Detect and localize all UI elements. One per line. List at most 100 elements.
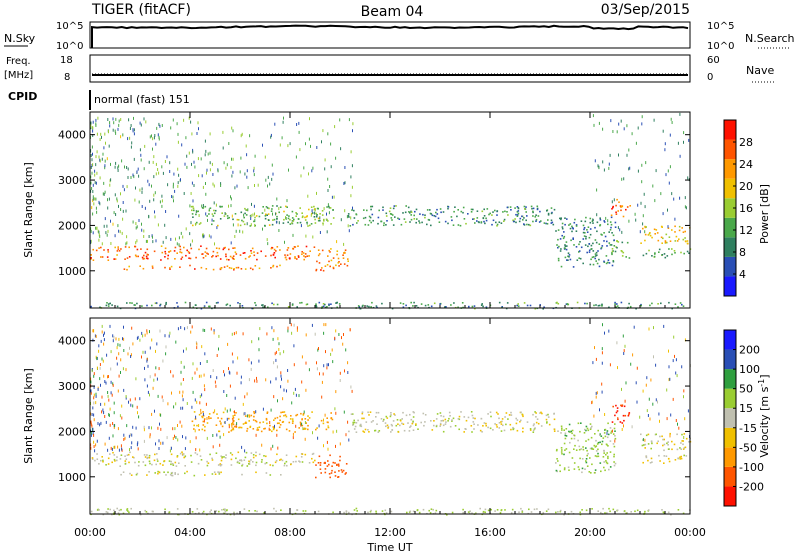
cpid-label: CPID [8,90,37,103]
power-colorbar-tick: 4 [739,268,746,281]
echo-region [315,248,349,272]
velocity-colorbar-tick: -200 [739,480,764,493]
freq-label: Freq. [6,56,31,67]
velocity-colorbar-segment [724,369,736,389]
power-y-tick-label: 3000 [58,174,86,187]
date-label: 03/Sep/2015 [601,2,690,18]
power-colorbar-tick: 28 [739,136,753,149]
power-y-tick-label: 2000 [58,219,86,232]
velocity-colorbar-segment [724,388,736,409]
echo-region [190,205,335,227]
velocity-colorbar-tick: 15 [739,402,753,415]
nsky-trace [91,24,689,48]
sparse-echoes [90,323,691,453]
freq-unit-label: [MHz] [4,70,33,81]
nsky-tick-top: 10^5 [56,21,83,32]
echo-region [191,411,334,433]
time-tick-label: 00:00 [674,526,706,539]
power-panel: 1000 2000 3000 4000 Slant Range [km] 4 8 12 16… [22,111,771,310]
echo-region [610,240,631,259]
velocity-colorbar-segment [724,330,736,350]
nave-tick-top: 60 [707,55,720,66]
echo-region [640,225,691,245]
beam-label: Beam 04 [361,4,424,20]
cpid-value: normal (fast) 151 [94,93,190,106]
echo-region [642,454,688,464]
velocity-colorbar-tick: -15 [739,422,757,435]
echo-region [640,432,692,452]
power-colorbar-tick: 16 [739,202,753,215]
power-colorbar-tick: 20 [739,180,753,193]
time-tick-label: 04:00 [174,526,206,539]
velocity-panel: 1000 2000 3000 4000 Slant Range [km] -200 -1… [22,317,771,516]
velocity-colorbar-label: Velocity [m s-1] [757,374,771,457]
power-colorbar-segment [724,237,736,257]
velocity-colorbar-tick: 100 [739,363,760,376]
nsky-label: N.Sky [4,32,36,45]
velocity-y-tick-label: 4000 [58,335,86,348]
nave-label: Nave [746,64,774,77]
nave-tick-bottom: 0 [707,72,713,83]
echo-region [642,248,692,259]
power-y-tick-label: 4000 [58,129,86,142]
time-tick-label: 00:00 [74,526,106,539]
power-y-tick-label: 1000 [58,265,86,278]
power-colorbar-segment [724,178,736,199]
power-colorbar-segment [724,159,736,179]
echo-region [348,411,556,433]
power-colorbar-segment [724,276,736,296]
time-tick-label: 08:00 [274,526,306,539]
velocity-colorbar-segment [724,447,736,467]
nsky-panel: N.Sky 10^5 10^0 10^5 10^0 N.Search [4,21,795,52]
radar-title: TIGER (fitACF) [91,2,191,18]
velocity-colorbar-tick: 50 [739,383,753,396]
power-colorbar-label: Power [dB] [758,184,771,244]
power-colorbar-segment [724,139,736,160]
echo-region [120,470,282,477]
power-ylabel: Slant Range [km] [22,162,35,258]
nsearch-tick-top: 10^5 [707,21,734,32]
echo-region [611,404,631,424]
freq-panel: Freq. [MHz] 18 8 60 0 Nave [4,54,775,83]
velocity-colorbar-segment [724,349,736,370]
velocity-colorbar-segment [724,466,736,487]
power-colorbar-segment [724,256,736,277]
echo-region [555,422,617,474]
time-tick-label: 16:00 [474,526,506,539]
time-tick-label: 20:00 [574,526,606,539]
sparse-echoes [90,112,690,247]
echo-region [555,216,617,268]
velocity-colorbar-tick: -100 [739,461,764,474]
velocity-y-tick-label: 2000 [58,425,86,438]
power-colorbar-tick: 24 [739,158,753,171]
velocity-colorbar-tick: -50 [739,441,757,454]
nsearch-label: N.Search [745,32,795,45]
power-colorbar-segment [724,120,736,140]
freq-tick-bottom: 8 [64,72,70,83]
power-colorbar-tick: 12 [739,224,753,237]
echo-region [610,198,631,218]
velocity-colorbar-tick: 200 [739,344,760,357]
power-colorbar-tick: 8 [739,246,746,259]
echo-region [90,301,685,310]
echo-region [123,264,281,271]
velocity-colorbar-segment [724,486,736,506]
freq-tick-top: 18 [60,55,73,66]
nsky-tick-bottom: 10^0 [56,41,83,52]
velocity-colorbar-segment [724,408,736,428]
velocity-y-tick-label: 1000 [58,471,86,484]
nsearch-tick-bottom: 10^0 [707,41,734,52]
velocity-colorbar-segment [724,427,736,448]
power-colorbar-segment [724,217,736,238]
velocity-y-tick-label: 3000 [58,380,86,393]
echo-region [90,245,316,261]
echo-region [347,205,556,227]
time-axis-label: Time UT [366,541,412,554]
power-colorbar-segment [724,198,736,218]
velocity-ylabel: Slant Range [km] [22,368,35,464]
echo-region [315,454,348,479]
time-tick-label: 12:00 [374,526,406,539]
echo-region [91,451,316,467]
